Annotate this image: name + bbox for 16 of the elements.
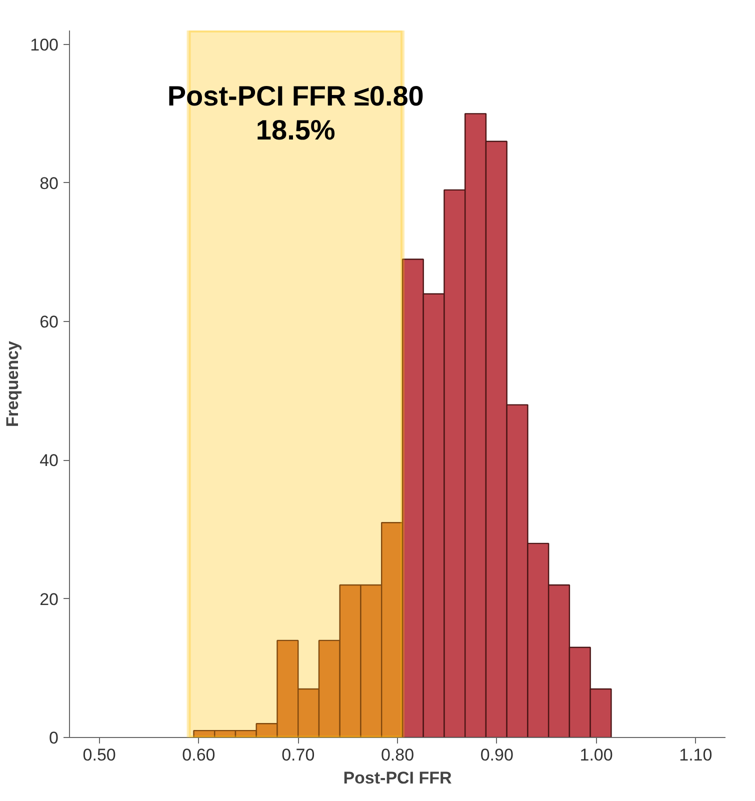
x-tick-label: 1.10 [679, 746, 712, 764]
band-label: Post-PCI FFR ≤0.80 18.5% [167, 80, 424, 146]
y-tick-label: 40 [40, 451, 59, 470]
x-tick-label: 0.50 [82, 746, 116, 764]
x-axis-title: Post-PCI FFR [343, 768, 452, 788]
x-tick-label: 0.90 [480, 746, 514, 764]
y-tick-label: 0 [49, 728, 59, 748]
x-tick-label: 0.80 [380, 746, 414, 764]
x-tick-label: 0.60 [182, 746, 216, 764]
y-tick-label: 80 [40, 174, 59, 193]
y-tick-label: 60 [40, 312, 59, 332]
y-tick-label: 100 [30, 35, 59, 54]
y-axis-title: Frequency [3, 340, 22, 427]
x-tick-label: 0.70 [282, 746, 315, 764]
y-tick-label: 20 [40, 590, 59, 609]
x-tick-label: 1.00 [580, 746, 613, 764]
